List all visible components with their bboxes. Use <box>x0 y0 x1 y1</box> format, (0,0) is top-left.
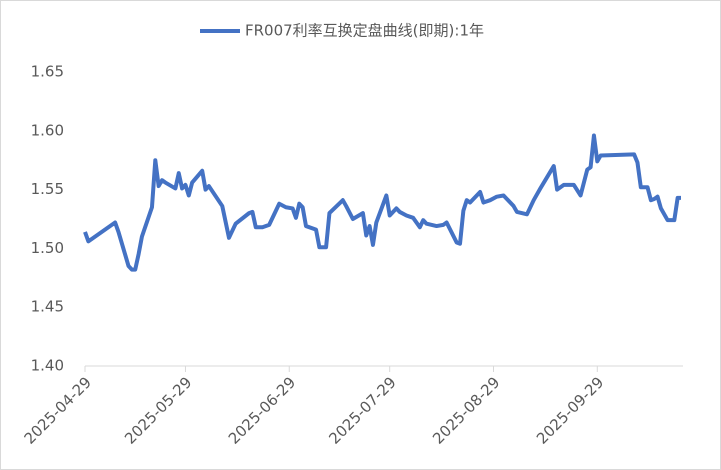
line-series <box>83 133 681 272</box>
y-tick-label: 1.65 <box>31 63 64 81</box>
y-tick-label: 1.55 <box>31 180 64 198</box>
legend-label: FR007利率互换定盘曲线(即期):1年 <box>245 22 484 40</box>
y-tick-label: 1.45 <box>31 298 64 316</box>
y-tick-label: 1.40 <box>31 357 64 375</box>
y-tick-label: 1.60 <box>31 121 64 139</box>
y-tick-label: 1.50 <box>31 239 64 257</box>
